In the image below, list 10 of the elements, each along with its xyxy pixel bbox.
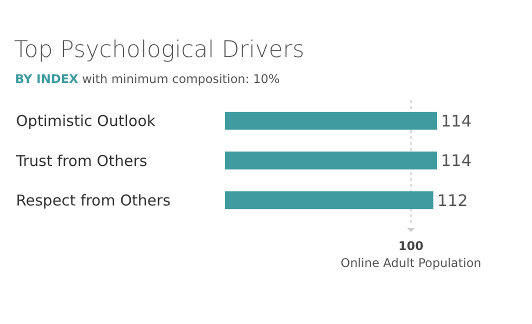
data-label: 114	[441, 151, 472, 170]
chart-title: Top Psychological Drivers	[14, 37, 304, 63]
chart-subtitle: BY INDEX with minimum composition: 10%	[15, 72, 280, 86]
text: Online Adult Population	[340, 256, 482, 270]
y-tick-label: Optimistic Outlook	[16, 112, 156, 130]
x-tick-label: 100	[398, 239, 424, 253]
y-tick-label: Respect from Others	[16, 191, 171, 210]
data-label: 112	[437, 190, 468, 210]
data-label: 114	[441, 111, 472, 130]
y-tick-label: Trust from Others	[15, 152, 148, 170]
